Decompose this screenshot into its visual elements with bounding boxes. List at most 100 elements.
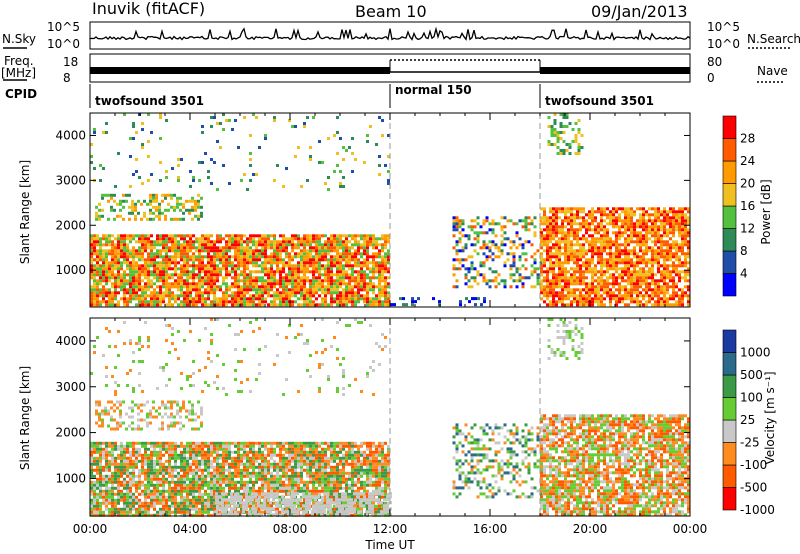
scatter-cell: [609, 291, 612, 295]
scatter-cell: [573, 207, 576, 211]
scatter-cell: [339, 291, 342, 295]
scatter-cell: [603, 270, 606, 274]
scatter-cell: [315, 264, 318, 268]
scatter-cell: [455, 285, 459, 289]
scatter-cell: [129, 474, 132, 478]
scatter-cell: [336, 237, 339, 241]
scatter-cell: [158, 205, 161, 209]
scatter-cell: [527, 222, 531, 226]
scatter-cell: [270, 252, 273, 256]
scatter-cell: [678, 222, 681, 226]
scatter-cell: [102, 288, 105, 292]
scatter-cell: [125, 199, 128, 203]
scatter-cell: [387, 134, 390, 137]
scatter-cell: [645, 246, 648, 250]
scatter-cell: [147, 504, 150, 508]
scatter-cell: [609, 282, 612, 286]
scatter-cell: [467, 270, 471, 274]
scatter-cell: [156, 264, 159, 268]
scatter-cell: [357, 270, 360, 274]
scatter-cell: [597, 252, 600, 256]
scatter-cell: [651, 255, 654, 259]
scatter-cell: [144, 468, 147, 472]
scatter-cell: [372, 240, 375, 244]
scatter-cell: [600, 270, 603, 274]
scatter-cell: [500, 249, 504, 253]
scatter-cell: [372, 246, 375, 250]
scatter-cell: [470, 219, 474, 223]
scatter-cell: [627, 237, 630, 241]
scatter-cell: [552, 237, 555, 241]
scatter-cell: [615, 231, 618, 235]
scatter-cell: [524, 219, 528, 223]
scatter-cell: [168, 465, 171, 469]
scatter-cell: [363, 279, 366, 283]
scatter-cell: [348, 258, 351, 262]
scatter-cell: [114, 288, 117, 292]
scatter-cell: [381, 234, 384, 238]
scatter-cell: [141, 459, 144, 463]
scatter-cell: [621, 285, 624, 289]
scatter-cell: [530, 285, 534, 289]
scatter-cell: [222, 279, 225, 283]
scatter-cell: [630, 252, 633, 256]
scatter-cell: [261, 243, 264, 247]
scatter-cell: [213, 300, 216, 304]
scatter-cell: [591, 279, 594, 283]
scatter-cell: [213, 161, 216, 164]
scatter-cell: [246, 273, 249, 277]
scatter-cell: [576, 231, 579, 235]
scatter-cell: [93, 252, 96, 256]
scatter-cell: [237, 249, 240, 253]
scatter-cell: [597, 270, 600, 274]
scatter-cell: [627, 222, 630, 226]
scatter-cell: [488, 255, 492, 259]
scatter-cell: [135, 495, 138, 499]
scatter-cell: [93, 441, 96, 445]
scatter-cell: [126, 303, 129, 307]
scatter-cell: [120, 267, 123, 271]
scatter-cell: [249, 297, 252, 301]
scatter-cell: [141, 252, 144, 256]
scatter-cell: [195, 447, 198, 451]
scatter-cell: [99, 273, 102, 277]
scatter-cell: [384, 243, 387, 247]
scatter-cell: [207, 462, 210, 466]
scatter-cell: [455, 222, 459, 226]
scatter-cell: [339, 252, 342, 256]
scatter-cell: [129, 249, 132, 253]
scatter-cell: [210, 462, 213, 466]
scatter-cell: [633, 240, 636, 244]
scatter-cell: [639, 216, 642, 220]
scatter-cell: [150, 243, 153, 247]
scatter-cell: [654, 243, 657, 247]
scatter-cell: [562, 149, 566, 152]
scatter-cell: [573, 276, 576, 280]
scatter-cell: [651, 303, 654, 307]
scatter-cell: [491, 240, 495, 244]
scatter-cell: [213, 267, 216, 271]
scatter-cell: [153, 258, 156, 262]
scatter-cell: [473, 267, 477, 271]
scatter-cell: [114, 282, 117, 286]
scatter-cell: [252, 270, 255, 274]
scatter-cell: [366, 255, 369, 259]
scatter-cell: [149, 193, 152, 197]
scatter-cell: [687, 285, 690, 289]
scatter-cell: [201, 486, 204, 490]
scatter-cell: [342, 279, 345, 283]
scatter-cell: [153, 513, 156, 517]
scatter-cell: [120, 285, 123, 289]
scatter-cell: [663, 291, 666, 295]
scatter-cell: [180, 510, 183, 514]
scatter-cell: [624, 240, 627, 244]
scatter-cell: [627, 267, 630, 271]
scatter-cell: [177, 297, 180, 301]
scatter-cell: [564, 273, 567, 277]
scatter-cell: [132, 264, 135, 268]
scatter-cell: [576, 276, 579, 280]
scatter-cell: [207, 504, 210, 508]
scatter-cell: [552, 270, 555, 274]
scatter-cell: [102, 495, 105, 499]
scatter-cell: [255, 249, 258, 253]
